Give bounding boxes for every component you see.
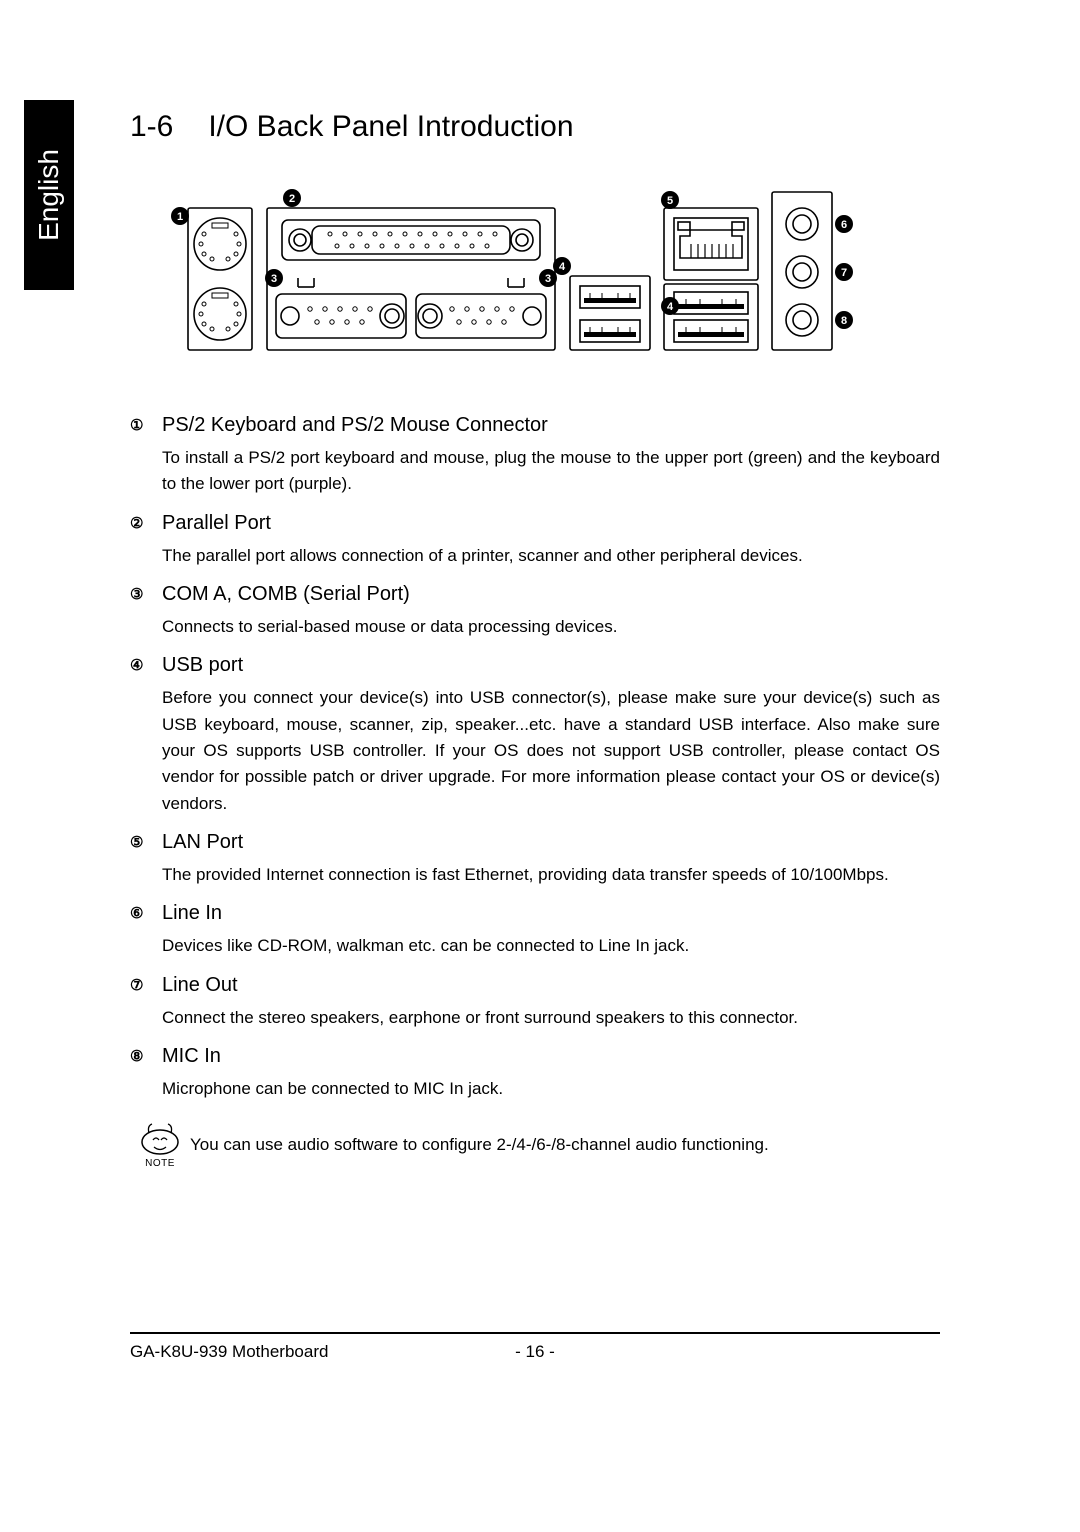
description-item: ⑧MIC In Microphone can be connected to MI…: [130, 1045, 940, 1102]
item-description: To install a PS/2 port keyboard and mous…: [162, 445, 940, 498]
footer-spacer: [585, 1342, 940, 1362]
item-body: PS/2 Keyboard and PS/2 Mouse Connector To…: [162, 414, 940, 498]
item-description: Before you connect your device(s) into U…: [162, 685, 940, 817]
item-title: MIC In: [162, 1045, 940, 1068]
footer-page-number: - 16 -: [485, 1342, 585, 1362]
item-marker: ③: [130, 583, 162, 640]
svg-text:3: 3: [545, 273, 551, 285]
section-number: 1-6: [130, 110, 200, 144]
item-description: Microphone can be connected to MIC In ja…: [162, 1076, 940, 1102]
description-item: ⑤LAN Port The provided Internet connectio…: [130, 831, 940, 888]
item-title: COM A, COMB (Serial Port): [162, 583, 940, 606]
item-marker: ②: [130, 512, 162, 569]
item-marker: ④: [130, 654, 162, 817]
note-text: You can use audio software to configure …: [190, 1135, 769, 1155]
item-body: MIC In Microphone can be connected to MIC…: [162, 1045, 940, 1102]
description-item: ①PS/2 Keyboard and PS/2 Mouse Connector T…: [130, 414, 940, 498]
svg-text:4: 4: [667, 301, 674, 313]
description-item: ⑦Line Out Connect the stereo speakers, ea…: [130, 974, 940, 1031]
svg-text:5: 5: [667, 195, 673, 207]
item-description: The parallel port allows connection of a…: [162, 543, 940, 569]
svg-text:6: 6: [841, 219, 847, 231]
item-body: Line In Devices like CD-ROM, walkman etc.…: [162, 902, 940, 959]
item-title: LAN Port: [162, 831, 940, 854]
svg-text:7: 7: [841, 267, 847, 279]
item-description: Connect the stereo speakers, earphone or…: [162, 1005, 940, 1031]
item-body: Line Out Connect the stereo speakers, ear…: [162, 974, 940, 1031]
item-description: Connects to serial-based mouse or data p…: [162, 614, 940, 640]
svg-text:8: 8: [841, 315, 847, 327]
page-footer: GA-K8U-939 Motherboard - 16 -: [130, 1332, 940, 1362]
item-marker: ⑦: [130, 974, 162, 1031]
page-content: 1-6 I/O Back Panel Introduction: [130, 110, 940, 1169]
section-title-text: I/O Back Panel Introduction: [208, 110, 573, 143]
item-marker: ⑧: [130, 1045, 162, 1102]
svg-text:3: 3: [271, 273, 277, 285]
item-description: The provided Internet connection is fast…: [162, 862, 940, 888]
section-heading: 1-6 I/O Back Panel Introduction: [130, 110, 940, 144]
description-item: ③COM A, COMB (Serial Port) Connects to se…: [130, 583, 940, 640]
item-title: Parallel Port: [162, 512, 940, 535]
description-item: ②Parallel Port The parallel port allows c…: [130, 512, 940, 569]
svg-text:4: 4: [559, 261, 566, 273]
items-list: ①PS/2 Keyboard and PS/2 Mouse Connector T…: [130, 414, 940, 1102]
item-marker: ①: [130, 414, 162, 498]
svg-text:1: 1: [177, 211, 183, 223]
item-title: PS/2 Keyboard and PS/2 Mouse Connector: [162, 414, 940, 437]
language-tab: English: [24, 100, 74, 290]
item-title: Line Out: [162, 974, 940, 997]
item-marker: ⑤: [130, 831, 162, 888]
description-item: ⑥Line In Devices like CD-ROM, walkman etc…: [130, 902, 940, 959]
note-block: NOTE You can use audio software to confi…: [130, 1120, 940, 1169]
io-panel-diagram: 1 2 3 3 4 4 5 6 7 8: [170, 184, 940, 359]
item-body: COM A, COMB (Serial Port) Connects to ser…: [162, 583, 940, 640]
item-body: USB port Before you connect your device(s…: [162, 654, 940, 817]
item-description: Devices like CD-ROM, walkman etc. can be…: [162, 933, 940, 959]
note-label: NOTE: [130, 1158, 190, 1169]
item-body: LAN Port The provided Internet connection…: [162, 831, 940, 888]
language-tab-text: English: [33, 149, 65, 241]
description-item: ④USB port Before you connect your device(…: [130, 654, 940, 817]
item-marker: ⑥: [130, 902, 162, 959]
item-title: Line In: [162, 902, 940, 925]
footer-model: GA-K8U-939 Motherboard: [130, 1342, 485, 1362]
note-icon: NOTE: [130, 1120, 190, 1169]
svg-text:2: 2: [289, 193, 295, 205]
item-title: USB port: [162, 654, 940, 677]
item-body: Parallel Port The parallel port allows co…: [162, 512, 940, 569]
